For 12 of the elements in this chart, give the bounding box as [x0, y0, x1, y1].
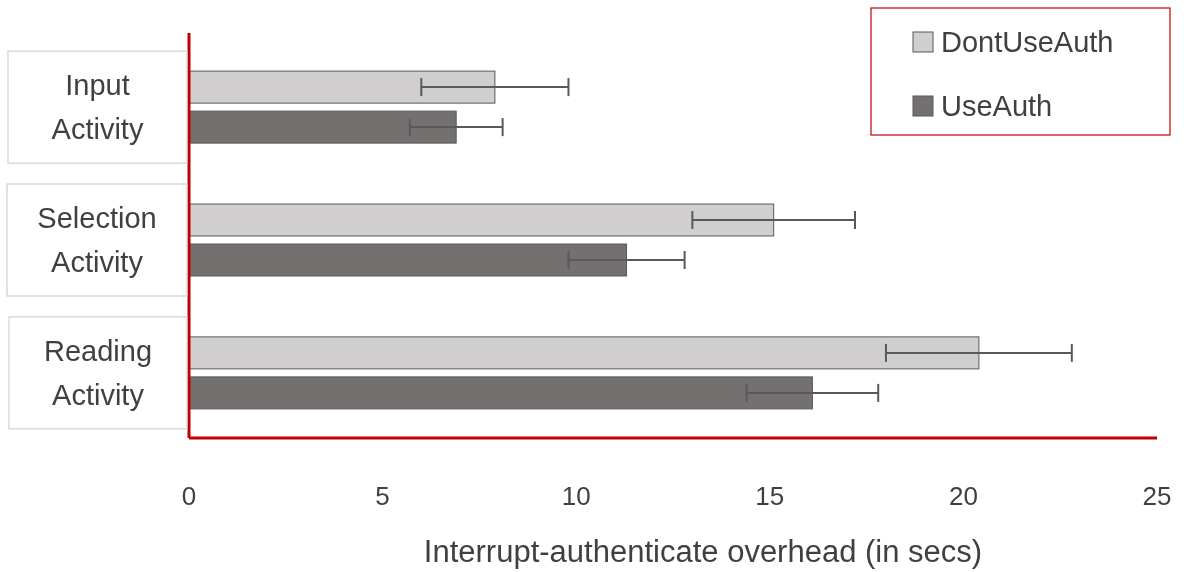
x-tick-label: 20: [948, 481, 978, 511]
x-tick-label: 15: [755, 481, 785, 511]
legend-label: UseAuth: [941, 90, 1053, 122]
legend-label: DontUseAuth: [941, 26, 1114, 58]
y-tick-label: Reading Activity: [43, 334, 153, 411]
y-tick-label: Selection Activity: [37, 202, 157, 278]
x-tick-label: 0: [181, 481, 197, 511]
x-tick-label: 25: [1142, 481, 1172, 511]
x-tick-label: 5: [375, 481, 390, 511]
y-tick-label: Input Activity: [51, 69, 144, 146]
x-tick-label: 10: [561, 481, 591, 511]
x-axis-title: Interrupt-authenticate overhead (in secs): [423, 534, 983, 569]
